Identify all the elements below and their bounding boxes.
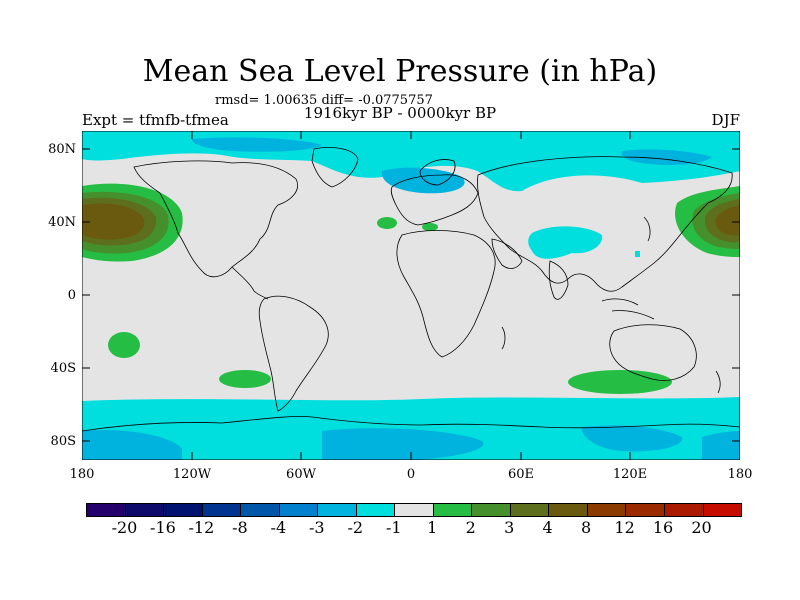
lat-label-80n: 80N [48, 142, 76, 157]
lon-label-60w: 60W [286, 467, 316, 482]
colorbar-box-0 [87, 504, 126, 516]
axis-ticks [82, 131, 740, 460]
lat-label-80s: 80S [50, 434, 76, 449]
rmsd-diff-stats: rmsd= 1.00635 diff= -0.0775757 [215, 93, 433, 108]
colorbar-box-1 [125, 504, 165, 516]
asia-low-region [528, 226, 603, 259]
atlantic-high-spot [377, 217, 397, 229]
season-label: DJF [711, 111, 740, 129]
colorbar-label-8: 1 [427, 518, 438, 537]
colorbar-box-13 [587, 504, 627, 516]
lon-label-0: 0 [406, 467, 416, 482]
colorbar-label-13: 12 [614, 518, 635, 537]
colorbar-label-11: 4 [542, 518, 553, 537]
lat-label-0: 0 [67, 288, 76, 303]
colorbar-box-14 [626, 504, 665, 516]
map-svg [81, 130, 741, 461]
antarctic-low-core-2 [322, 428, 484, 460]
colorbar-label-15: 20 [691, 518, 712, 537]
north-pacific-high-left-8 [82, 203, 145, 240]
lat-label-40n: 40N [48, 215, 76, 230]
lon-label-180-right: 180 [727, 467, 753, 482]
south-atlantic-high [219, 370, 271, 388]
colorbar-box-5 [279, 504, 319, 516]
antarctic-low-core-3 [581, 425, 683, 452]
colorbar-box-2 [164, 504, 203, 516]
colorbar-box-3 [202, 504, 242, 516]
south-pacific-high [108, 332, 140, 358]
colorbar-label-4: -4 [270, 518, 287, 537]
coastlines [82, 147, 740, 432]
eastern-arctic-low-core [621, 149, 712, 165]
colorbar-box-6 [318, 504, 357, 516]
pressure-map [81, 130, 741, 461]
colorbar-box-15 [664, 504, 704, 516]
antarctic-low-core-1 [82, 429, 182, 460]
southern-ocean-low-band [82, 397, 740, 460]
experiment-label: Expt = tfmfb-tfmea [82, 111, 229, 129]
colorbar-box-12 [549, 504, 588, 516]
colorbar-box-8 [395, 504, 434, 516]
colorbar-box-11 [510, 504, 550, 516]
colorbar-label-0: -20 [111, 518, 138, 537]
time-period-label: 1916kyr BP - 0000kyr BP [303, 104, 497, 122]
indian-ocean-high [568, 370, 672, 394]
antarctic-low-core-4 [702, 431, 740, 460]
colorbar-box-10 [472, 504, 511, 516]
colorbar-label-9: 2 [465, 518, 476, 537]
lon-label-180-left: 180 [69, 467, 95, 482]
colorbar-box-4 [241, 504, 280, 516]
lon-label-120w: 120W [172, 467, 212, 482]
mediterranean-high-spot [422, 223, 438, 231]
colorbar-box-9 [433, 504, 473, 516]
lat-label-40s: 40S [50, 361, 76, 376]
colorbar-label-5: -3 [309, 518, 325, 537]
north-pacific-high-right-8 [715, 205, 740, 236]
japan-low-spot [635, 251, 640, 257]
map-title: Mean Sea Level Pressure (in hPa) [142, 54, 658, 89]
colorbar-label-14: 16 [652, 518, 674, 537]
colorbar-label-3: -8 [232, 518, 248, 537]
colorbar-box-16 [703, 504, 742, 516]
colorbar-label-2: -12 [188, 518, 215, 537]
colorbar [86, 503, 742, 517]
colorbar-label-12: 8 [581, 518, 592, 537]
colorbar-label-6: -2 [347, 518, 364, 537]
scandinavia-low-core [381, 167, 465, 194]
lon-label-60e: 60E [507, 467, 535, 482]
colorbar-box-7 [356, 504, 396, 516]
arctic-low-core [192, 137, 322, 152]
colorbar-label-10: 3 [504, 518, 515, 537]
colorbar-label-7: -1 [385, 518, 402, 537]
colorbar-label-1: -16 [150, 518, 176, 537]
lon-label-120e: 120E [612, 467, 648, 482]
